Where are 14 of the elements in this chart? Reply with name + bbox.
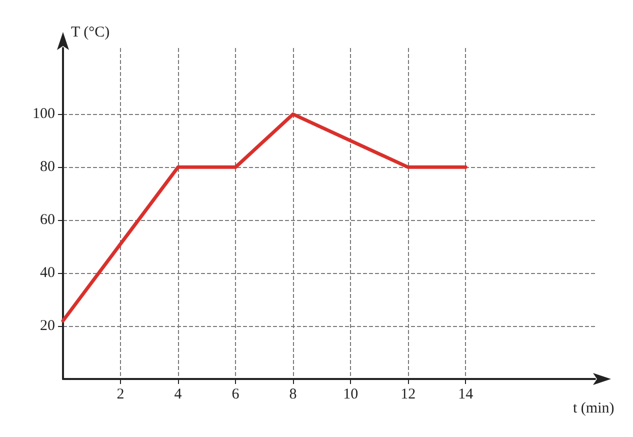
x-tick-label: 8	[289, 386, 297, 402]
x-tick-label: 4	[174, 386, 182, 402]
x-axis-title: t (min)	[573, 400, 614, 416]
x-tick-label: 14	[458, 386, 474, 402]
y-tick-label: 80	[40, 159, 55, 176]
y-tick-label: 20	[40, 318, 55, 334]
x-tick-label: 2	[116, 386, 124, 402]
x-tick-label: 6	[232, 386, 240, 402]
y-tick-label: 60	[40, 212, 55, 228]
x-tick-label: 10	[343, 386, 358, 402]
y-axis-title: T (°C)	[71, 24, 110, 40]
x-tick-label: 12	[400, 386, 416, 402]
y-tick-label: 40	[40, 265, 55, 282]
y-tick-label: 100	[32, 106, 55, 122]
